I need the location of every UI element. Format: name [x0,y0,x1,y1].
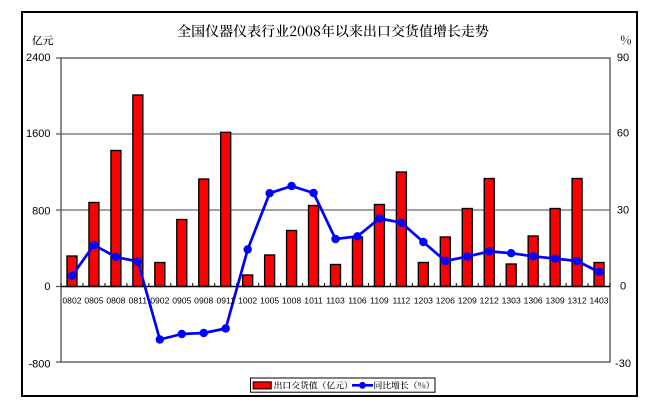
svg-text:1109: 1109 [370,296,389,306]
svg-text:0908: 0908 [194,296,213,306]
svg-text:1005: 1005 [260,296,279,306]
svg-text:1312: 1312 [567,296,586,306]
svg-text:-30: -30 [615,358,631,370]
svg-text:1112: 1112 [392,296,410,306]
svg-text:1600: 1600 [26,128,50,140]
svg-text:0911: 0911 [216,296,235,306]
svg-text:1203: 1203 [414,296,433,306]
svg-text:0902: 0902 [150,296,169,306]
svg-text:1309: 1309 [546,296,565,306]
svg-text:0905: 0905 [172,296,191,306]
svg-text:2400: 2400 [26,52,50,64]
svg-text:-800: -800 [28,358,50,370]
svg-text:0805: 0805 [84,296,103,306]
svg-text:1209: 1209 [458,296,477,306]
svg-text:60: 60 [617,127,629,139]
svg-text:1206: 1206 [436,296,455,306]
svg-text:1212: 1212 [480,296,499,306]
svg-text:30: 30 [617,204,629,216]
svg-text:0: 0 [620,281,626,293]
svg-text:1011: 1011 [304,296,323,306]
svg-text:1103: 1103 [326,296,345,306]
svg-text:90: 90 [617,52,629,64]
svg-text:0808: 0808 [106,296,125,306]
svg-text:1306: 1306 [524,296,543,306]
svg-text:1106: 1106 [348,296,367,306]
svg-text:0: 0 [44,281,50,293]
svg-text:0811: 0811 [129,296,148,306]
svg-text:1403: 1403 [589,296,608,306]
svg-text:1303: 1303 [502,296,521,306]
svg-text:1002: 1002 [238,296,257,306]
svg-text:800: 800 [32,206,50,218]
svg-text:0802: 0802 [62,296,81,306]
svg-text:1008: 1008 [282,296,301,306]
